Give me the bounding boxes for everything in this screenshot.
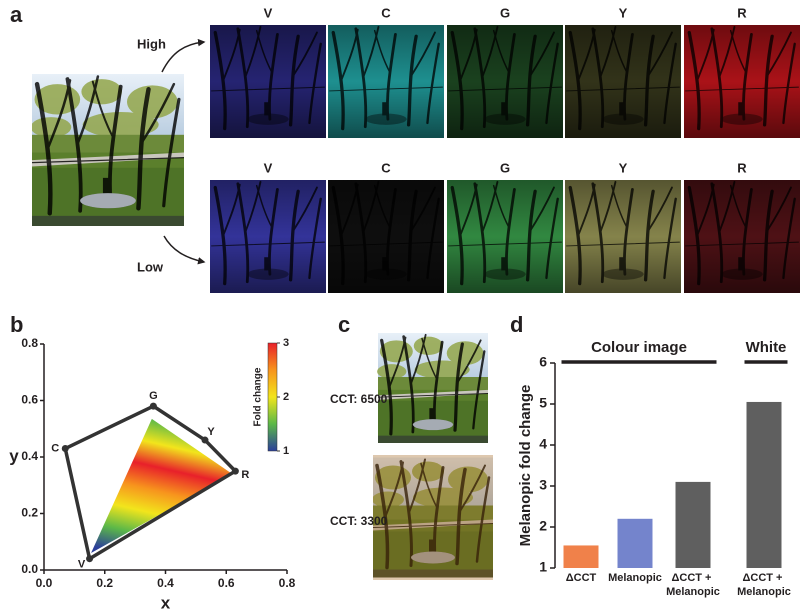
colorbar <box>267 342 278 452</box>
point-label: Y <box>207 426 215 438</box>
x-axis-label: x <box>161 593 171 612</box>
panel-label: c <box>338 312 350 337</box>
channel-label: Y <box>619 160 628 175</box>
y-tick-label: 5 <box>539 395 547 411</box>
bar <box>675 481 711 568</box>
group-label: White <box>746 339 787 356</box>
x-tick-label: Melanopic <box>608 572 662 584</box>
panel-label: d <box>510 312 523 337</box>
gamut <box>91 418 233 554</box>
channel-label: V <box>264 160 273 175</box>
panel-label: b <box>10 312 23 337</box>
colorbar-tick-label: 2 <box>283 391 289 403</box>
primary-point <box>231 467 239 475</box>
channel-label: R <box>737 160 747 175</box>
y-tick-label: 0.4 <box>21 449 38 463</box>
y-tick-label: 6 <box>539 354 547 370</box>
arrow <box>163 235 206 265</box>
point-label: G <box>149 390 158 402</box>
primary-point <box>61 445 69 453</box>
channel-label: C <box>381 160 391 175</box>
channel-label: G <box>500 5 510 20</box>
arrow <box>161 38 206 73</box>
channel-label: Y <box>619 5 628 20</box>
y-tick-label: 4 <box>539 436 547 452</box>
channel-label: C <box>381 5 391 20</box>
x-tick-label: 0.2 <box>96 576 113 590</box>
y-tick-label: 3 <box>539 477 547 493</box>
y-axis-label: y <box>9 446 19 465</box>
x-tick-label: ΔCCT <box>566 572 597 584</box>
low-label: Low <box>137 259 164 274</box>
channel-label: V <box>264 5 273 20</box>
point-label: V <box>78 559 86 571</box>
colorbar-label: Fold change <box>253 367 264 426</box>
primary-point <box>201 436 209 444</box>
x-tick-label: 0.8 <box>279 576 296 590</box>
y-axis-label: Melanopic fold change <box>517 385 534 547</box>
primary-point <box>149 402 157 410</box>
panel-label: a <box>10 2 23 27</box>
point-label: C <box>51 442 59 454</box>
channel-label: G <box>500 160 510 175</box>
point-label: R <box>241 469 249 481</box>
x-tick-label: 0.0 <box>36 576 53 590</box>
x-tick-label: 0.6 <box>218 576 235 590</box>
photo <box>377 333 488 443</box>
bar <box>746 401 782 568</box>
y-tick-label: 1 <box>539 559 547 575</box>
image-label: CCT: 6500 <box>330 392 388 406</box>
y-tick-label: 0.6 <box>21 393 38 407</box>
channel-label: R <box>737 5 747 20</box>
photo <box>31 74 184 226</box>
y-tick-label: 0.2 <box>21 506 38 520</box>
image-label: CCT: 3300 <box>330 514 388 528</box>
warm-tint <box>373 455 493 580</box>
x-tick-label: ΔCCT + Melanopic <box>666 572 720 598</box>
high-label: High <box>137 36 166 51</box>
y-tick-label: 0.8 <box>21 336 38 350</box>
y-tick-label: 2 <box>539 518 547 534</box>
primaries-outline <box>63 404 238 561</box>
bar <box>617 518 653 568</box>
primary-point <box>86 555 94 563</box>
group-label: Colour image <box>591 339 687 356</box>
bar <box>563 545 599 568</box>
colorbar-tick-label: 3 <box>283 337 289 349</box>
x-tick-label: 0.4 <box>157 576 174 590</box>
colorbar-tick-label: 1 <box>283 445 289 457</box>
x-tick-label: ΔCCT + Melanopic <box>737 572 791 598</box>
y-tick-label: 0.0 <box>21 562 38 576</box>
